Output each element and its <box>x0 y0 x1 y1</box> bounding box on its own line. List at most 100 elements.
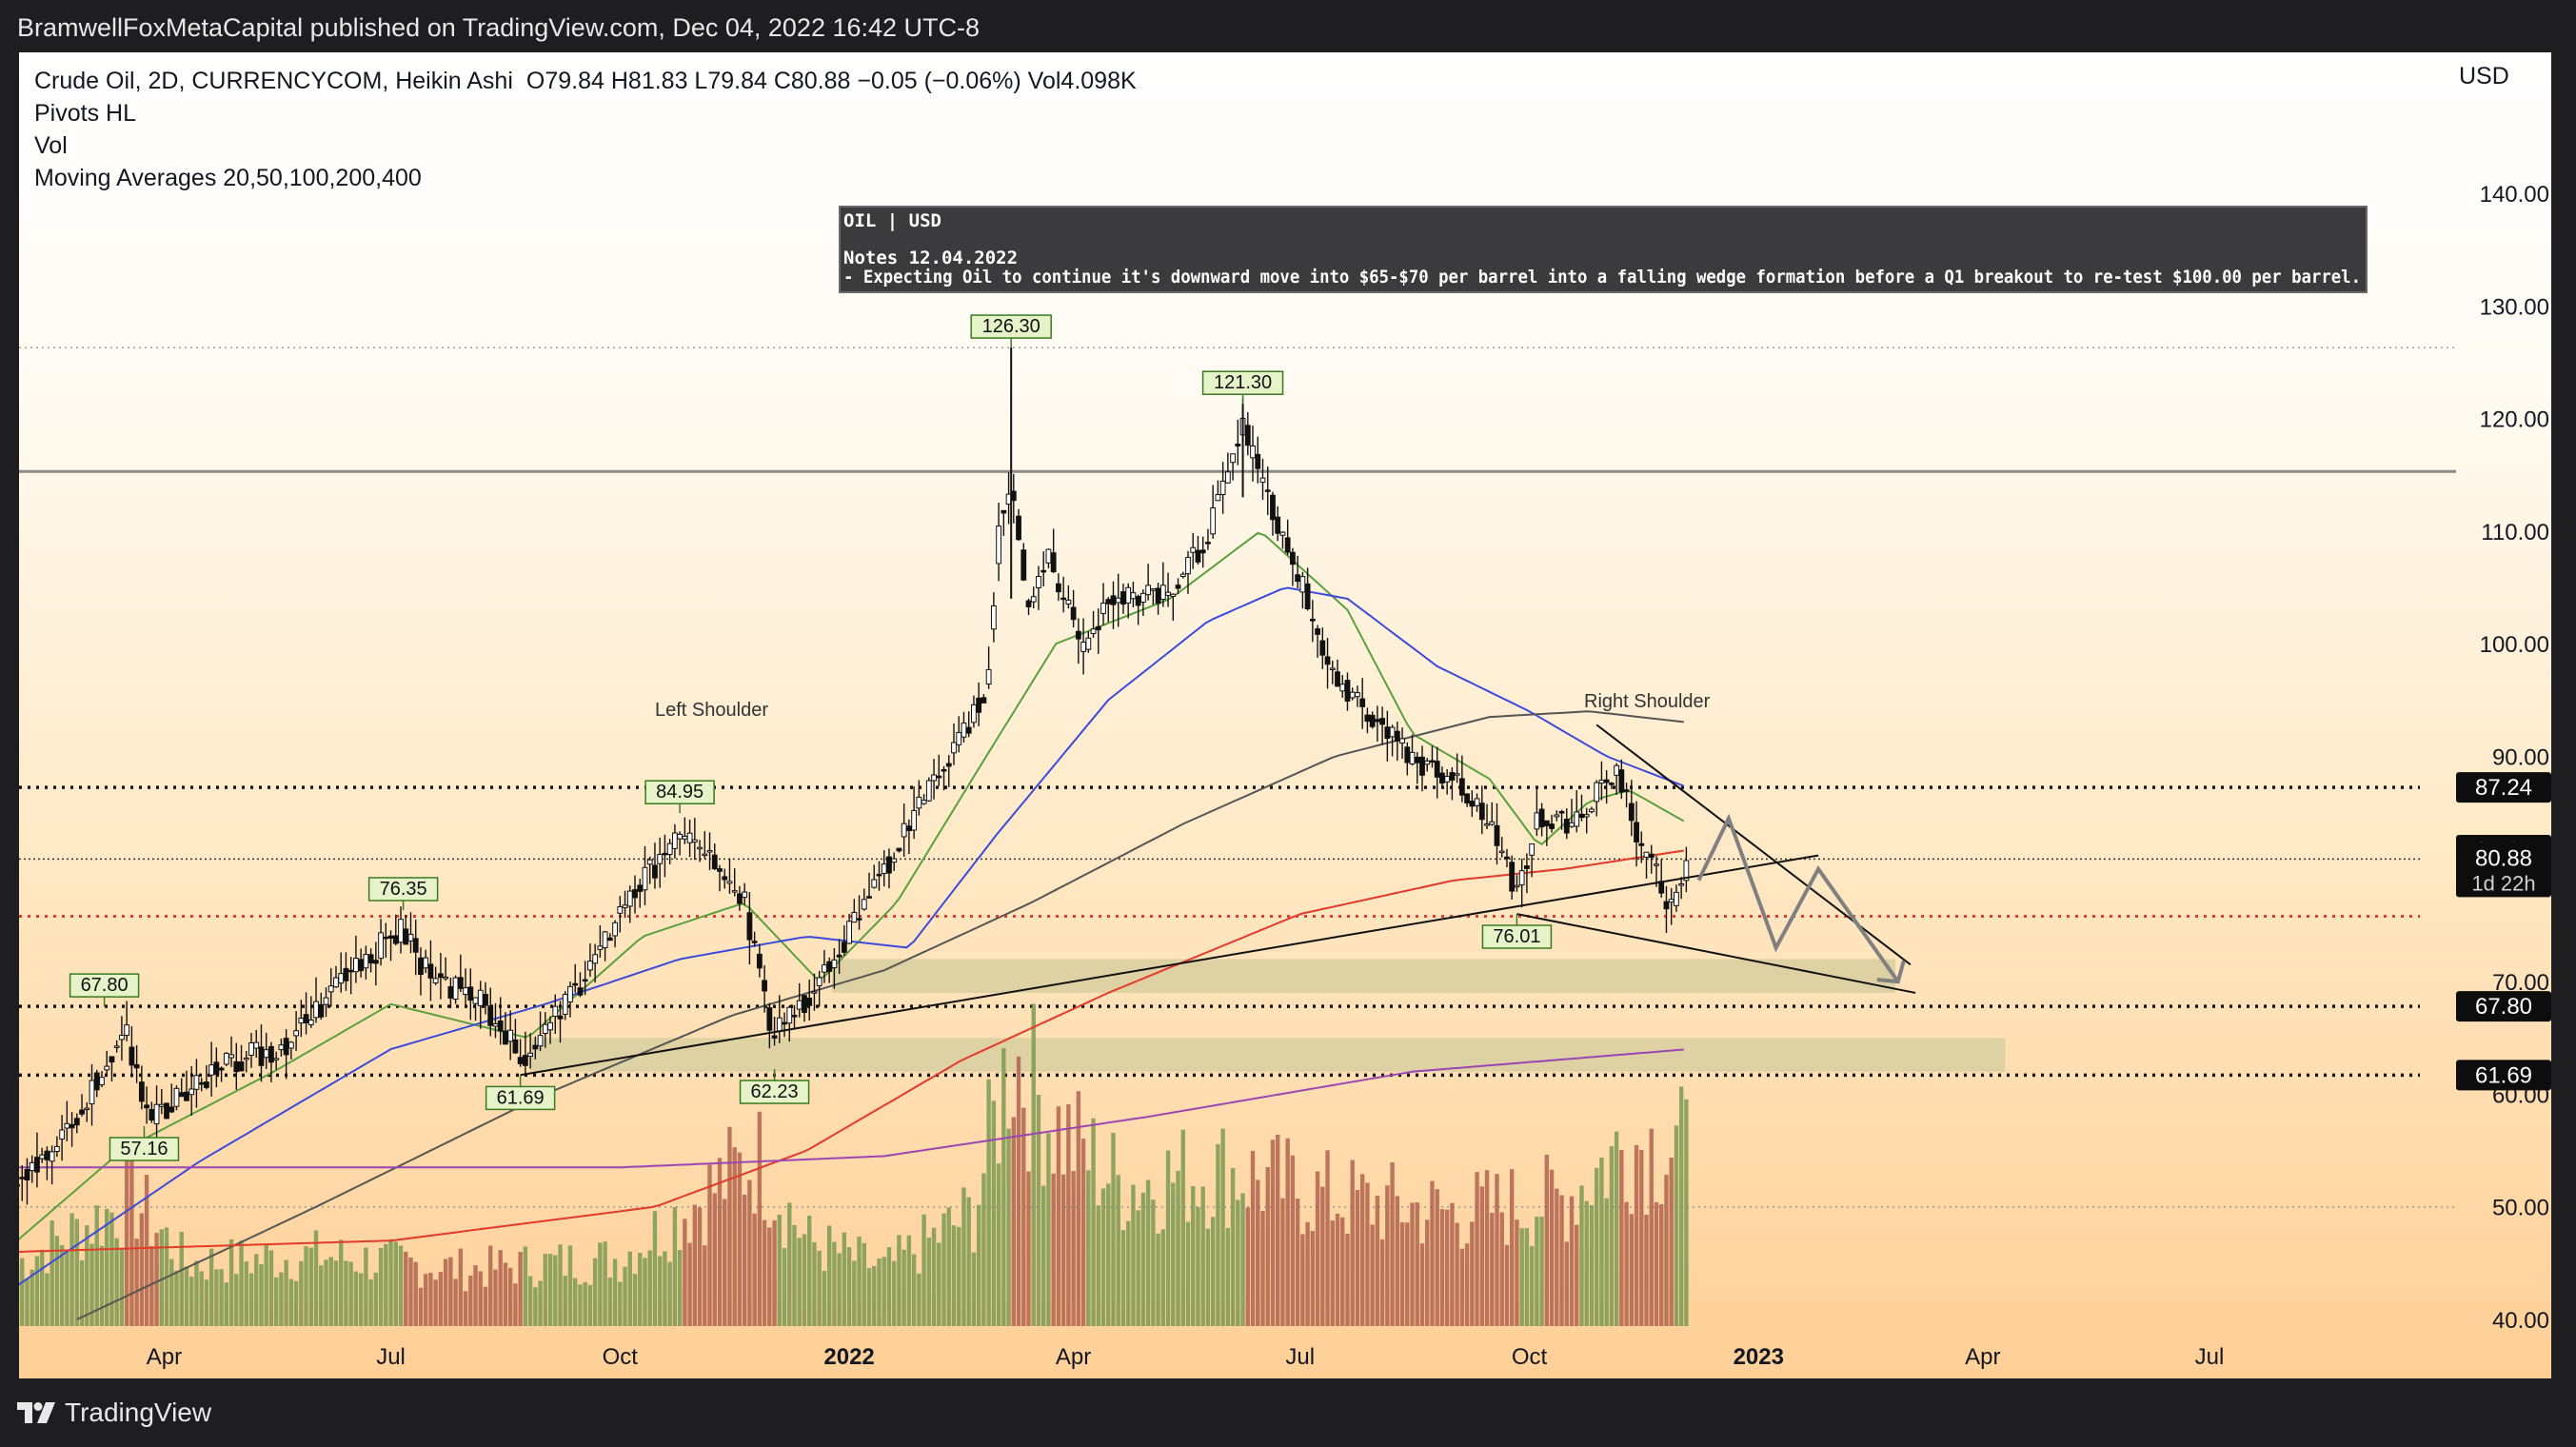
candle-body <box>802 995 807 1013</box>
volume-bar <box>74 1219 80 1326</box>
volume-bar <box>1290 1155 1296 1326</box>
candle-body <box>144 1104 149 1109</box>
candle-body <box>69 1123 75 1129</box>
pivot-box <box>485 1085 556 1111</box>
x-tick-label: Jul <box>2195 1344 2225 1370</box>
volume-bar <box>1260 1210 1265 1326</box>
price-chart[interactable]: 67.80 57.16 76.35 61.69 84.95 62.23 126.30 121.… <box>19 52 2551 1378</box>
candle-body <box>1179 573 1186 578</box>
candle-body <box>1264 489 1271 492</box>
volume-bar <box>538 1280 543 1326</box>
y-tick-label: 110.00 <box>2481 520 2549 545</box>
candle-body <box>64 1122 70 1129</box>
volume-bar <box>268 1250 274 1326</box>
candle-body <box>846 921 852 944</box>
volume-bar <box>1265 1167 1270 1326</box>
candle-body <box>1315 628 1320 635</box>
volume-bar <box>1379 1239 1385 1326</box>
volume-bar <box>468 1275 473 1326</box>
volume-bar <box>647 1250 652 1326</box>
volume-bar <box>1240 1193 1245 1326</box>
candle-body <box>313 1001 319 1019</box>
candle-body <box>1394 730 1400 742</box>
candle-body <box>463 987 468 996</box>
volume-bar <box>239 1240 244 1326</box>
candle-body <box>1379 718 1386 725</box>
volume-bar <box>527 1276 533 1326</box>
price-time-axes[interactable]: 140.00130.00120.00110.00100.0090.0070.00… <box>147 182 2549 1370</box>
volume-bar <box>1444 1209 1450 1326</box>
candle-body <box>1295 574 1301 583</box>
volume-bar <box>1076 1091 1081 1326</box>
price-tag-label: 67.80 <box>2475 994 2532 1020</box>
candle-body <box>203 1081 209 1088</box>
candle-body <box>1155 587 1161 605</box>
candle-body <box>1529 843 1536 856</box>
candle-body <box>164 1102 169 1120</box>
legend-vol[interactable]: Vol <box>34 132 68 159</box>
candle-body <box>1623 789 1630 792</box>
candle-body <box>268 1045 274 1063</box>
candle-body <box>1355 692 1360 698</box>
candle-body <box>1439 772 1445 784</box>
volume-bar <box>299 1260 304 1326</box>
candle-body <box>951 742 957 754</box>
candle-body <box>392 935 399 944</box>
candle-body <box>826 961 833 972</box>
volume-bar <box>85 1225 89 1326</box>
volume-bar <box>364 1247 368 1326</box>
candle-body <box>836 954 842 958</box>
volume-bar <box>747 1179 752 1326</box>
volume-bar <box>308 1247 314 1326</box>
volume-bar <box>1106 1183 1111 1326</box>
notes-box[interactable]: OIL | USD Notes 12.04.2022 - Expecting O… <box>839 206 2368 293</box>
candle-body <box>1250 445 1256 459</box>
volume-bar <box>244 1261 248 1326</box>
candle-body <box>93 1072 100 1091</box>
candle-body <box>1210 506 1217 535</box>
candle-body <box>73 1118 80 1126</box>
volume-bar <box>328 1257 333 1326</box>
legend-symbol[interactable]: Crude Oil, 2D, CURRENCYCOM, Heikin Ashi O… <box>34 68 1137 94</box>
volume-bar <box>1151 1199 1156 1326</box>
volume-bar <box>378 1247 384 1326</box>
candle-body <box>1324 656 1331 665</box>
legend-pivots[interactable]: Pivots HL <box>34 100 136 127</box>
candle-body <box>602 931 608 949</box>
volume-bar <box>69 1213 74 1326</box>
candle-body <box>1060 597 1067 601</box>
volume-bar <box>1430 1180 1435 1326</box>
volume-bar <box>1120 1230 1126 1326</box>
candle-body <box>343 967 349 981</box>
volume-bar <box>986 1079 991 1326</box>
candle-body <box>791 1015 798 1018</box>
candle-body <box>965 726 972 734</box>
volume-bar <box>1250 1150 1256 1326</box>
candle-body <box>537 1035 544 1047</box>
drawing-trendlines[interactable] <box>520 724 1916 1077</box>
candle-body <box>726 881 733 884</box>
candle-body <box>1259 477 1266 484</box>
volume-bar <box>1435 1189 1439 1326</box>
volume-bar <box>826 1225 832 1326</box>
volume-bar <box>1510 1169 1515 1326</box>
volume-bar <box>533 1287 538 1326</box>
volume-bar <box>50 1220 54 1326</box>
volume-bar <box>667 1261 672 1326</box>
volume-bar <box>767 1227 772 1326</box>
volume-bar <box>732 1147 737 1326</box>
volume-bar <box>398 1245 404 1326</box>
candle-body <box>193 1075 200 1090</box>
volume-bar <box>94 1205 99 1326</box>
candle-body <box>1663 901 1670 910</box>
published-line: BramwellFoxMetaCapital published on Trad… <box>17 13 981 42</box>
candle-body <box>1598 780 1605 784</box>
candle-body <box>1120 591 1126 605</box>
chart-area[interactable]: 67.80 57.16 76.35 61.69 84.95 62.23 126.30 121.… <box>19 52 2551 1378</box>
legend-ma[interactable]: Moving Averages 20,50,100,200,400 <box>34 165 422 191</box>
pivot-label: 67.80 <box>81 975 129 996</box>
volume-bar <box>159 1229 164 1326</box>
tradingview-logo[interactable]: TradingView <box>17 1397 211 1428</box>
volume-bar <box>1125 1220 1131 1326</box>
candle-body <box>532 1044 539 1050</box>
